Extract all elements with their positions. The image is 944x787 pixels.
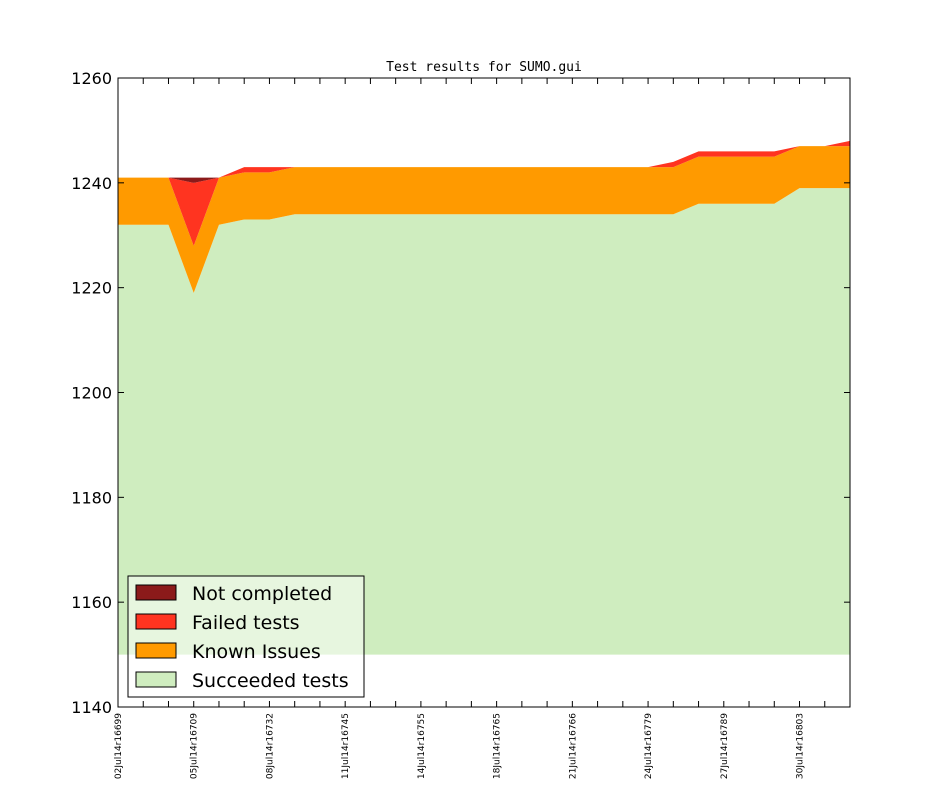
known-issues-area (118, 146, 850, 293)
x-axis: 02Jul14r16699 05Jul14r16709 08Jul14r16732 1… (114, 78, 851, 779)
chart-title: Test results for SUMO.gui (386, 60, 582, 75)
legend-swatch (135, 613, 177, 630)
y-tick-label: 1260 (71, 69, 112, 88)
legend-label: Known Issues (192, 641, 321, 663)
legend-label: Not completed (192, 583, 332, 605)
x-tick-label: 08Jul14r16732 (265, 713, 275, 779)
legend-swatch (135, 671, 177, 688)
x-tick-label: 21Jul14r16766 (568, 713, 578, 779)
legend-swatch (135, 584, 177, 601)
legend-swatch (135, 642, 177, 659)
legend-label: Succeeded tests (192, 670, 349, 692)
x-tick-label: 30Jul14r16803 (796, 713, 806, 779)
y-axis: 1140 1160 1180 1200 1220 1240 1260 (71, 69, 850, 717)
not-completed-area (118, 140, 850, 183)
plot-areas (118, 140, 850, 655)
legend: Not completed Failed tests Known Issues Suc… (127, 575, 365, 698)
x-tick-label: 18Jul14r16765 (493, 713, 503, 779)
x-tick-label: 27Jul14r16789 (720, 713, 730, 779)
y-tick-label: 1200 (71, 384, 112, 403)
x-tick-label: 02Jul14r16699 (114, 713, 124, 779)
x-tick-label: 24Jul14r16779 (644, 713, 654, 779)
x-tick-label: 11Jul14r16745 (341, 713, 351, 779)
y-tick-label: 1180 (71, 488, 112, 507)
failed-tests-area (118, 140, 850, 246)
y-tick-label: 1140 (71, 698, 112, 717)
legend-label: Failed tests (192, 612, 300, 634)
succeeded-tests-area (118, 188, 850, 655)
y-tick-label: 1220 (71, 279, 112, 298)
y-tick-label: 1240 (71, 174, 112, 193)
y-tick-label: 1160 (71, 593, 112, 612)
x-tick-label: 14Jul14r16755 (417, 713, 427, 779)
x-tick-label: 05Jul14r16709 (190, 713, 200, 779)
